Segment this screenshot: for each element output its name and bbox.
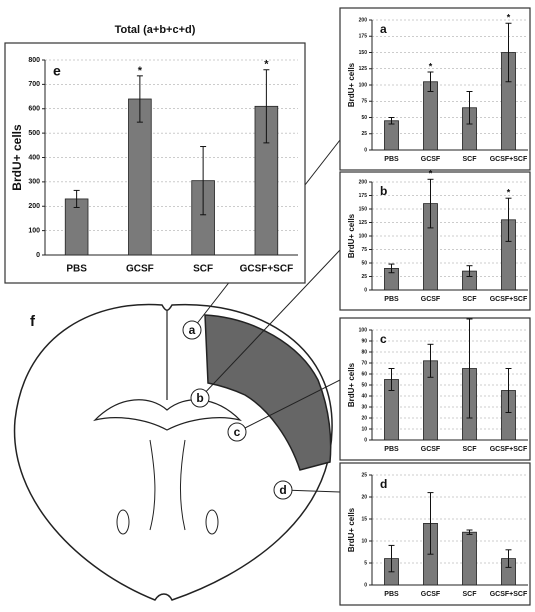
x-tick-label: SCF [193,264,213,275]
y-tick-label: 30 [361,404,367,410]
x-tick-label: SCF [463,296,478,303]
y-tick-label: 20 [361,415,367,421]
y-tick-label: 80 [361,349,367,355]
panel-label: b [380,184,387,198]
significance-marker: * [138,65,143,77]
y-tick-label: 90 [361,338,367,344]
y-tick-label: 15 [361,516,367,522]
y-tick-label: 10 [361,426,367,432]
y-tick-label: 800 [28,57,40,64]
x-tick-label: SCF [463,446,478,453]
y-tick-label: 100 [359,327,368,333]
y-tick-label: 150 [359,206,368,212]
y-tick-label: 0 [364,582,367,588]
y-tick-label: 300 [28,179,40,186]
region-label: a [189,323,196,337]
significance-marker: * [429,169,433,179]
y-tick-label: 100 [359,82,368,88]
x-tick-label: GCSF+SCF [490,591,528,598]
y-tick-label: 500 [28,130,40,137]
y-tick-label: 75 [361,247,367,253]
x-tick-label: GCSF [421,156,441,163]
chart-title: Total (a+b+c+d) [115,24,196,36]
region-label: c [234,425,241,439]
structure [206,510,218,534]
bar-chart: 0 5 10 15 20 25 BrdU+ cells d PBS GCSF SCF GCSF+SCF [340,463,530,605]
x-tick-label: GCSF [421,591,441,598]
figure: a b c d f Total (a+b+c+d)010020030040050… [0,0,535,612]
significance-marker: * [507,188,511,198]
x-tick-label: GCSF [126,264,154,275]
y-axis-label: BrdU+ cells [347,62,356,107]
region-label: d [279,483,286,497]
x-tick-label: GCSF+SCF [240,264,294,275]
y-tick-label: 400 [28,154,40,161]
region-label: b [196,391,203,405]
y-tick-label: 175 [359,193,368,199]
y-tick-label: 200 [28,203,40,210]
y-tick-label: 25 [361,274,367,280]
y-tick-label: 100 [359,233,368,239]
panel-label: f [30,313,36,330]
x-tick-label: GCSF+SCF [490,156,528,163]
x-tick-label: GCSF [421,446,441,453]
y-axis-label: BrdU+ cells [10,124,24,191]
y-tick-label: 200 [359,179,368,185]
x-tick-label: SCF [463,156,478,163]
x-tick-label: SCF [463,591,478,598]
significance-marker: * [264,59,269,71]
y-tick-label: 125 [359,66,368,72]
y-tick-label: 75 [361,99,367,105]
y-tick-label: 5 [364,560,367,566]
significance-marker: * [429,61,433,71]
bar-chart: Total (a+b+c+d) 0 100 200 300 400 500 600 700 800… [5,24,305,283]
x-tick-label: GCSF+SCF [490,446,528,453]
x-tick-label: PBS [384,591,399,598]
bar [384,121,398,150]
y-axis-label: BrdU+ cells [347,507,356,552]
y-tick-label: 50 [361,382,367,388]
y-tick-label: 175 [359,34,368,40]
panel-label: a [380,22,387,36]
structure [117,510,129,534]
x-tick-label: PBS [384,156,399,163]
panel-label: d [380,477,387,491]
y-tick-label: 0 [36,252,40,259]
x-tick-label: PBS [66,264,87,275]
x-tick-label: PBS [384,296,399,303]
x-tick-label: GCSF+SCF [490,296,528,303]
y-tick-label: 0 [364,287,367,293]
y-axis-label: BrdU+ cells [347,362,356,407]
panel-label: e [53,63,61,79]
y-tick-label: 25 [361,131,367,137]
y-tick-label: 0 [364,437,367,443]
bar-chart: 0 10 20 30 40 50 60 70 80 90 100 BrdU+ cells c PBS GCS… [340,318,530,460]
bar [462,532,476,585]
y-tick-label: 150 [359,50,368,56]
y-tick-label: 100 [28,227,40,234]
y-tick-label: 200 [359,17,368,23]
bar-chart: 0 25 50 75 100 125 150 175 200 BrdU+ cells a PBS * GC… [340,8,530,170]
y-tick-label: 600 [28,106,40,113]
x-tick-label: PBS [384,446,399,453]
y-tick-label: 50 [361,260,367,266]
y-axis-label: BrdU+ cells [347,213,356,258]
y-tick-label: 40 [361,393,367,399]
x-tick-label: GCSF [421,296,441,303]
bar-chart: 0 25 50 75 100 125 150 175 200 BrdU+ cells b PBS * GC… [340,169,530,310]
y-tick-label: 125 [359,220,368,226]
y-tick-label: 70 [361,360,367,366]
significance-marker: * [507,13,511,23]
y-tick-label: 700 [28,81,40,88]
y-tick-label: 60 [361,371,367,377]
y-tick-label: 25 [361,472,367,478]
y-tick-label: 50 [361,115,367,121]
y-tick-label: 20 [361,494,367,500]
y-tick-label: 0 [364,147,367,153]
panel-label: c [380,332,387,346]
y-tick-label: 10 [361,538,367,544]
